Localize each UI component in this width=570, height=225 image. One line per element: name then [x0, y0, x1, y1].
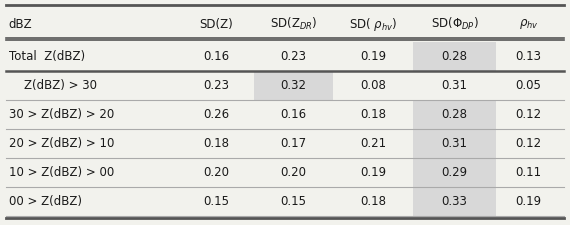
Text: 0.12: 0.12 — [516, 108, 542, 121]
Text: Z(dBZ) > 30: Z(dBZ) > 30 — [9, 79, 96, 92]
Text: 0.05: 0.05 — [516, 79, 542, 92]
Text: 0.18: 0.18 — [360, 108, 386, 121]
Text: 0.28: 0.28 — [442, 108, 467, 121]
Text: 0.28: 0.28 — [442, 50, 467, 63]
Bar — [413, 129, 496, 158]
Text: 0.13: 0.13 — [516, 50, 542, 63]
Bar — [413, 42, 496, 71]
Text: 0.21: 0.21 — [360, 137, 386, 150]
Bar — [254, 71, 333, 100]
Text: 0.19: 0.19 — [360, 166, 386, 179]
Text: 0.15: 0.15 — [203, 195, 230, 208]
Text: 0.31: 0.31 — [442, 137, 467, 150]
Text: 0.12: 0.12 — [516, 137, 542, 150]
Text: SD(Z$_{DR}$): SD(Z$_{DR}$) — [270, 16, 317, 32]
Text: 0.26: 0.26 — [203, 108, 230, 121]
Text: 0.32: 0.32 — [280, 79, 307, 92]
Bar — [413, 100, 496, 129]
Text: 30 > Z(dBZ) > 20: 30 > Z(dBZ) > 20 — [9, 108, 114, 121]
Bar — [413, 158, 496, 187]
Text: SD( $\rho$$_{hv}$): SD( $\rho$$_{hv}$) — [349, 16, 397, 33]
Text: 0.16: 0.16 — [203, 50, 230, 63]
Text: 0.16: 0.16 — [280, 108, 307, 121]
Text: 0.23: 0.23 — [203, 79, 230, 92]
Text: 0.29: 0.29 — [442, 166, 467, 179]
Text: 0.18: 0.18 — [360, 195, 386, 208]
Text: dBZ: dBZ — [9, 18, 32, 31]
Text: 20 > Z(dBZ) > 10: 20 > Z(dBZ) > 10 — [9, 137, 114, 150]
Bar — [413, 187, 496, 216]
Text: 0.17: 0.17 — [280, 137, 307, 150]
Text: 0.19: 0.19 — [516, 195, 542, 208]
Text: 10 > Z(dBZ) > 00: 10 > Z(dBZ) > 00 — [9, 166, 114, 179]
Text: 0.11: 0.11 — [516, 166, 542, 179]
Text: 0.08: 0.08 — [360, 79, 386, 92]
Text: 0.20: 0.20 — [203, 166, 230, 179]
Text: Total  Z(dBZ): Total Z(dBZ) — [9, 50, 85, 63]
Text: 0.33: 0.33 — [442, 195, 467, 208]
Text: 0.19: 0.19 — [360, 50, 386, 63]
Text: 0.18: 0.18 — [203, 137, 230, 150]
Text: SD($\Phi$$_{DP}$): SD($\Phi$$_{DP}$) — [431, 16, 478, 32]
Text: 0.31: 0.31 — [442, 79, 467, 92]
Text: 0.23: 0.23 — [280, 50, 307, 63]
Text: 0.15: 0.15 — [280, 195, 307, 208]
Text: 0.20: 0.20 — [280, 166, 307, 179]
Text: 00 > Z(dBZ): 00 > Z(dBZ) — [9, 195, 82, 208]
Text: SD(Z): SD(Z) — [200, 18, 234, 31]
Text: $\rho$$_{hv}$: $\rho$$_{hv}$ — [519, 17, 539, 31]
